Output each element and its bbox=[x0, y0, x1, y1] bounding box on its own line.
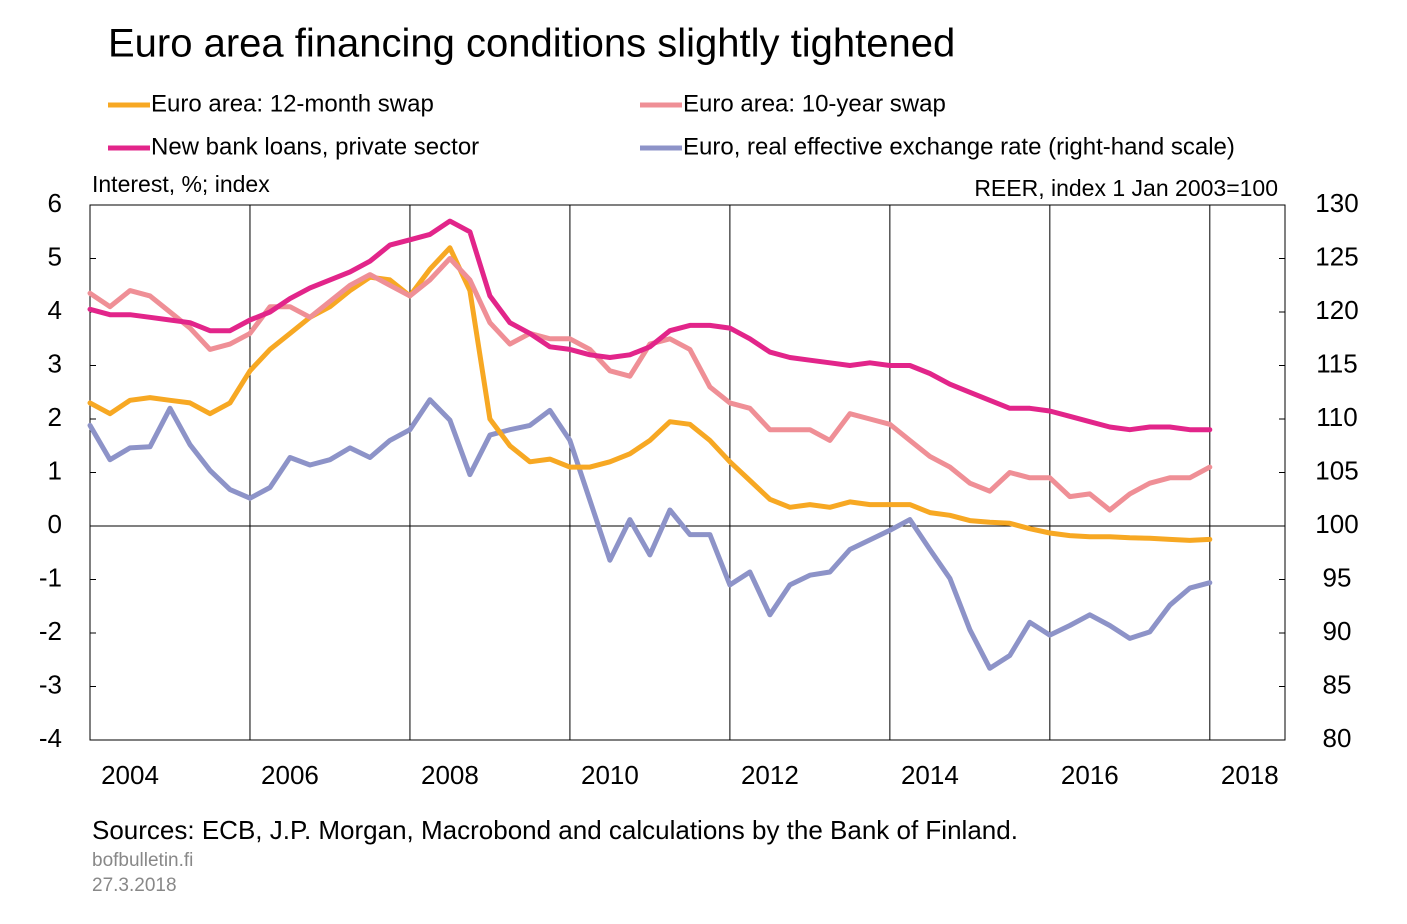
y2-tick-label: 95 bbox=[1323, 562, 1352, 592]
y2-tick-label: 105 bbox=[1315, 455, 1358, 485]
y2-tick-label: 130 bbox=[1315, 188, 1358, 218]
x-tick-label: 2010 bbox=[581, 760, 639, 790]
y2-tick-label: 85 bbox=[1323, 669, 1352, 699]
x-tick-label: 2008 bbox=[421, 760, 479, 790]
legend-label: Euro area: 12-month swap bbox=[151, 90, 434, 117]
y-tick-label: 0 bbox=[48, 509, 62, 539]
y2-tick-label: 115 bbox=[1316, 348, 1357, 378]
y-tick-label: 3 bbox=[48, 348, 62, 378]
plot-frame bbox=[89, 204, 1286, 741]
y-tick-label: -2 bbox=[39, 616, 62, 646]
x-tick-label: 2018 bbox=[1221, 760, 1279, 790]
date: 27.3.2018 bbox=[92, 875, 177, 896]
y2-axis-label: REER, index 1 Jan 2003=100 bbox=[974, 175, 1278, 201]
legend: Euro area: 12-month swap Euro area: 10-ye… bbox=[108, 90, 1235, 160]
series-line bbox=[87, 256, 1213, 513]
series-line bbox=[87, 397, 1213, 671]
y2-tick-label: 125 bbox=[1315, 241, 1358, 271]
y-tick-label: 5 bbox=[48, 241, 62, 271]
x-tick-label: 2016 bbox=[1061, 760, 1119, 790]
y-tick-label: 6 bbox=[48, 188, 62, 218]
y-tick-label: -1 bbox=[39, 562, 62, 592]
y2-tick-label: 120 bbox=[1315, 295, 1358, 325]
y-tick-label: 2 bbox=[48, 402, 62, 432]
legend-label: Euro, real effective exchange rate (righ… bbox=[683, 133, 1235, 160]
y2-tick-label: 90 bbox=[1323, 616, 1352, 646]
y-axis-label: Interest, %; index bbox=[92, 171, 270, 197]
legend-label: New bank loans, private sector bbox=[151, 133, 479, 160]
x-tick-label: 2006 bbox=[261, 760, 319, 790]
series-line bbox=[87, 218, 1213, 433]
x-tick-label: 2012 bbox=[741, 760, 799, 790]
plot: 2004 2006 2008 2010 2012 2014 2016 2018-4-3-2-1… bbox=[39, 188, 1359, 790]
y2-tick-label: 80 bbox=[1323, 723, 1352, 753]
site: bofbulletin.fi bbox=[92, 850, 193, 871]
y2-tick-label: 100 bbox=[1315, 509, 1358, 539]
y-tick-label: 4 bbox=[48, 295, 62, 325]
y2-tick-label: 110 bbox=[1316, 402, 1357, 432]
x-tick-label: 2004 bbox=[101, 760, 159, 790]
legend-label: Euro area: 10-year swap bbox=[683, 90, 946, 117]
y-tick-label: -3 bbox=[39, 669, 62, 699]
series-line bbox=[87, 245, 1213, 543]
y-tick-label: -4 bbox=[39, 723, 62, 753]
chart-title: Euro area financing conditions slightly … bbox=[108, 22, 955, 66]
source: Sources: ECB, J.P. Morgan, Macrobond and… bbox=[92, 815, 1018, 845]
x-tick-label: 2014 bbox=[901, 760, 959, 790]
y-tick-label: 1 bbox=[48, 455, 62, 485]
